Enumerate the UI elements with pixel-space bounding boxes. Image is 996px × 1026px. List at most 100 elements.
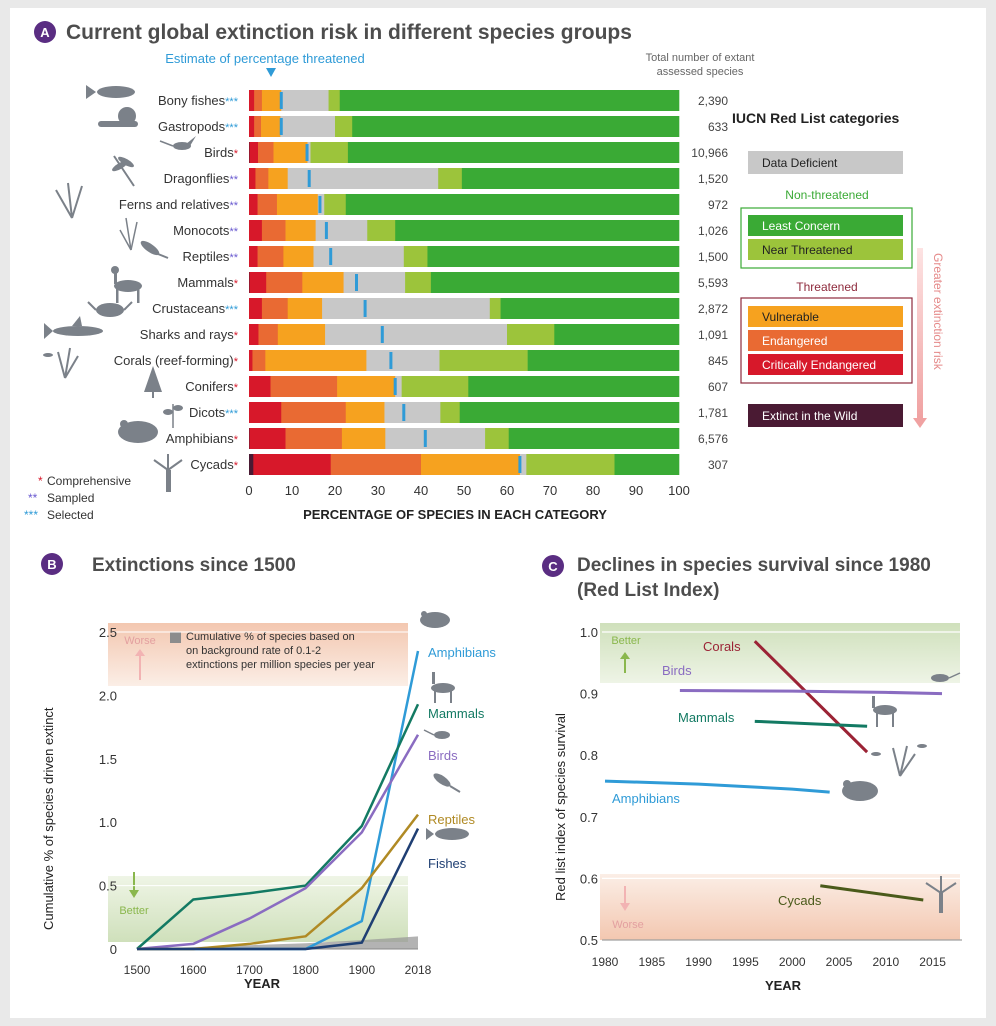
species-stars-gastropods: *** — [225, 122, 239, 134]
deer-icon — [872, 696, 897, 727]
key-comprehensive: Comprehensive — [47, 474, 131, 488]
species-stars-conifers: * — [234, 382, 239, 394]
panel-c-worse-arrow-icon — [620, 903, 630, 911]
estimate-marker-dragonflies — [307, 170, 311, 187]
legend-title: IUCN Red List categories — [732, 110, 899, 126]
x-tick-0: 0 — [245, 483, 252, 498]
species-total-cycads: 307 — [708, 458, 728, 472]
bar-segment-conifers-dd — [395, 376, 402, 397]
bar-segment-bony-fishes-dd — [281, 90, 329, 111]
panel-c-silhouettes — [842, 672, 961, 913]
panel-b-title: Extinctions since 1500 — [92, 555, 296, 576]
x-tick-90: 90 — [629, 483, 643, 498]
legend-vulnerable: Vulnerable — [762, 310, 819, 324]
figure-page: A Current global extinction risk in diff… — [10, 8, 986, 1018]
bar-segment-monocots-en — [261, 220, 286, 241]
bar-segment-ferns-and-relatives-nt — [324, 194, 347, 215]
x-tick-1800: 1800 — [292, 963, 319, 977]
estimate-marker-dicots — [402, 404, 406, 421]
key-sampled: Sampled — [47, 491, 94, 505]
line-amphibians — [604, 779, 830, 794]
bar-segment-conifers-lc — [468, 376, 680, 397]
panel-a-title: Current global extinction risk in differ… — [66, 21, 632, 44]
bar-segment-corals-reef-forming-cr — [249, 350, 253, 371]
deer-icon — [111, 266, 142, 303]
x-tick-1990: 1990 — [685, 955, 712, 969]
bar-segment-ferns-and-relatives-lc — [345, 194, 680, 215]
y-tick-0.9: 0.9 — [580, 687, 598, 702]
line-birds — [679, 689, 943, 696]
lizard-icon — [140, 240, 169, 259]
cycad-icon — [925, 876, 957, 913]
species-label-birds: Birds* — [204, 145, 239, 160]
series-label-mammals: Mammals — [678, 710, 735, 725]
panel-c-lines: Corals Birds Mammals Amphibians Cycads — [604, 639, 943, 908]
bar-segment-monocots-vu — [285, 220, 316, 241]
fish-icon — [426, 828, 469, 840]
legend-swatch-critically-endangered — [748, 354, 903, 375]
species-total-dicots: 1,781 — [698, 406, 728, 420]
species-stars-dragonflies: ** — [229, 174, 238, 186]
species-stars-monocots: ** — [229, 226, 238, 238]
bar-segment-monocots-cr — [249, 220, 263, 241]
panel-c-ylabel: Red list index of species survival — [553, 713, 568, 901]
bar-segment-reptiles-lc — [427, 246, 680, 267]
frog-icon — [420, 611, 450, 628]
bar-segment-birds-nt — [310, 142, 349, 163]
species-label-conifers: Conifers* — [185, 379, 238, 394]
species-total-conifers: 607 — [708, 380, 728, 394]
legend-swatch-data-deficient — [748, 151, 903, 174]
estimate-marker-amphibians — [423, 430, 427, 447]
bar-segment-sharks-and-rays-cr — [249, 324, 259, 345]
stacked-bars: Bony fishes*** 2,390 Gastropods*** 633 Birds… — [114, 90, 728, 475]
background-note-line2: on background rate of 0.1-2 — [186, 645, 321, 657]
bar-segment-dicots-en — [281, 402, 347, 423]
panel-b-ylabel: Cumulative % of species driven extinct — [41, 707, 56, 930]
panel-c-xlabel: YEAR — [765, 978, 802, 993]
figure-canvas: A Current global extinction risk in diff… — [24, 21, 962, 993]
y-tick-0.5: 0.5 — [99, 879, 117, 894]
species-stars-bony-fishes: *** — [225, 96, 239, 108]
species-stars-ferns-and-relatives: ** — [229, 200, 238, 212]
bar-segment-birds-ew — [249, 142, 250, 163]
bar-segment-amphibians-nt — [485, 428, 510, 449]
bar-segment-crustaceans-en — [261, 298, 288, 319]
bar-segment-sharks-and-rays-vu — [277, 324, 326, 345]
x-tick-50: 50 — [457, 483, 471, 498]
species-label-reptiles: Reptiles** — [182, 249, 238, 264]
background-note-line3: extinctions per million species per year — [186, 659, 375, 671]
bar-segment-corals-reef-forming-lc — [527, 350, 680, 371]
species-total-birds: 10,966 — [691, 146, 728, 160]
bar-segment-mammals-vu — [302, 272, 344, 293]
species-total-mammals: 5,593 — [698, 276, 728, 290]
series-label-amphibians: Amphibians — [612, 791, 680, 806]
species-total-bony-fishes: 2,390 — [698, 94, 728, 108]
legend-swatch-vulnerable — [748, 306, 903, 327]
bar-segment-conifers-nt — [401, 376, 469, 397]
legend-endangered: Endangered — [762, 334, 827, 348]
shark-icon — [44, 316, 103, 339]
panel-c-title-line2: (Red List Index) — [577, 580, 720, 601]
bar-segment-reptiles-dd — [313, 246, 405, 267]
x-tick-10: 10 — [285, 483, 299, 498]
species-total-amphibians: 6,576 — [698, 432, 728, 446]
panel-c: C Declines in species survival since 198… — [542, 555, 962, 993]
bar-segment-ferns-and-relatives-cr — [249, 194, 258, 215]
y-tick-0.8: 0.8 — [580, 748, 598, 763]
x-tick-1600: 1600 — [180, 963, 207, 977]
bar-segment-cycads-vu — [421, 454, 521, 475]
species-total-dragonflies: 1,520 — [698, 172, 728, 186]
panel-b-worse-zone — [108, 623, 408, 686]
bar-segment-dragonflies-nt — [438, 168, 463, 189]
risk-arrow-label: Greater extinction risk — [931, 253, 945, 371]
bar-segment-birds-en — [258, 142, 274, 163]
background-note-line1: Cumulative % of species based on — [186, 631, 355, 643]
panel-c-title-line1: Declines in species survival since 1980 — [577, 555, 931, 576]
bar-segment-mammals-cr — [249, 272, 267, 293]
bar-segment-crustaceans-dd — [322, 298, 491, 319]
y-tick-2.0: 2.0 — [99, 688, 117, 703]
legend-swatch-endangered — [748, 330, 903, 351]
panel-a-xlabel: PERCENTAGE OF SPECIES IN EACH CATEGORY — [303, 507, 607, 522]
species-label-sharks-and-rays: Sharks and rays* — [140, 327, 239, 342]
bar-segment-cycads-ew — [249, 454, 254, 475]
